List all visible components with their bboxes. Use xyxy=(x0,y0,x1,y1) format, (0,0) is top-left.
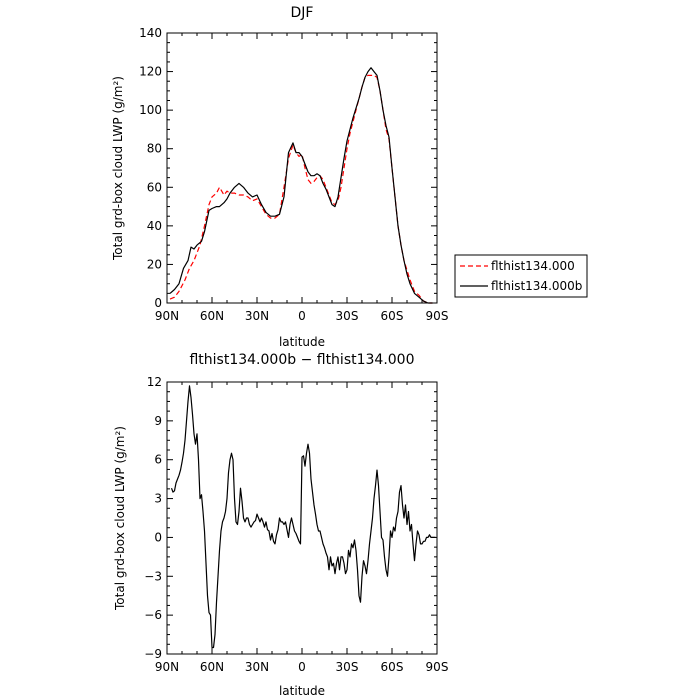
bottom-x-tick-label: 30S xyxy=(336,660,359,674)
top-y-tick-label: 140 xyxy=(139,26,162,40)
bottom-y-tick-label: −6 xyxy=(144,608,162,622)
bottom-x-axis-label: latitude xyxy=(279,684,325,698)
bottom-y-tick-label: 6 xyxy=(154,453,162,467)
bottom-axis-ticks: 90N 60N 30N 0 30S 60S 90S −9 −6 −3 0 3 6 9 12 xyxy=(144,375,448,674)
top-x-tick-label: 90N xyxy=(155,309,179,323)
bottom-x-tick-label: 60S xyxy=(381,660,404,674)
bottom-y-tick-label: 9 xyxy=(154,414,162,428)
top-series-line-flthist134-000b xyxy=(169,67,433,304)
bottom-x-tick-label: 30N xyxy=(245,660,269,674)
legend-box xyxy=(454,254,588,298)
top-y-tick-label: 100 xyxy=(139,103,162,117)
bottom-y-tick-label: 12 xyxy=(147,375,162,389)
top-x-tick-label: 60S xyxy=(381,309,404,323)
top-x-axis-label: latitude xyxy=(279,335,325,349)
bottom-x-tick-label: 60N xyxy=(200,660,224,674)
top-panel: DJF 90N 60N 30N 0 30S 60S 90S 0 20 40 60 80 100 120 14… xyxy=(111,5,448,349)
top-y-tick-label: 0 xyxy=(154,296,162,310)
top-x-tick-label: 30S xyxy=(336,309,359,323)
top-y-tick-label: 20 xyxy=(147,257,162,271)
top-x-tick-label: 60N xyxy=(200,309,224,323)
bottom-x-tick-label: 0 xyxy=(298,660,306,674)
legend-label-flthist134-000b: flthist134.000b xyxy=(491,279,582,293)
legend-label-flthist134-000: flthist134.000 xyxy=(491,259,575,273)
top-y-tick-label: 60 xyxy=(147,180,162,194)
bottom-x-tick-label: 90S xyxy=(426,660,449,674)
bottom-series-layer xyxy=(170,385,436,649)
top-x-tick-label: 30N xyxy=(245,309,269,323)
bottom-y-tick-label: 0 xyxy=(154,530,162,544)
top-series-layer xyxy=(169,67,433,304)
bottom-x-tick-label: 90N xyxy=(155,660,179,674)
top-x-tick-label: 90S xyxy=(426,309,449,323)
legend: flthist134.000 flthist134.000b xyxy=(454,254,588,298)
bottom-y-tick-label: −3 xyxy=(144,569,162,583)
top-panel-title: DJF xyxy=(291,5,314,21)
top-y-axis-label: Total grd-box cloud LWP (g/m²) xyxy=(111,76,125,261)
bottom-panel-title: flthist134.000b − flthist134.000 xyxy=(189,352,414,368)
bottom-series-line-0 xyxy=(170,385,436,649)
bottom-y-tick-label: 3 xyxy=(154,492,162,506)
top-y-tick-label: 80 xyxy=(147,142,162,156)
bottom-y-axis-label: Total grd-box cloud LWP (g/m²) xyxy=(113,426,127,611)
top-plot-frame xyxy=(166,32,438,304)
bottom-panel: flthist134.000b − flthist134.000 90N 60N 3… xyxy=(113,352,448,698)
top-y-tick-label: 120 xyxy=(139,65,162,79)
top-x-tick-label: 0 xyxy=(298,309,306,323)
top-series-line-flthist134-000 xyxy=(169,74,433,304)
top-axis-ticks: 90N 60N 30N 0 30S 60S 90S 0 20 40 60 80 100 120 140 xyxy=(139,26,448,323)
bottom-y-tick-label: −9 xyxy=(144,647,162,661)
top-y-tick-label: 40 xyxy=(147,219,162,233)
